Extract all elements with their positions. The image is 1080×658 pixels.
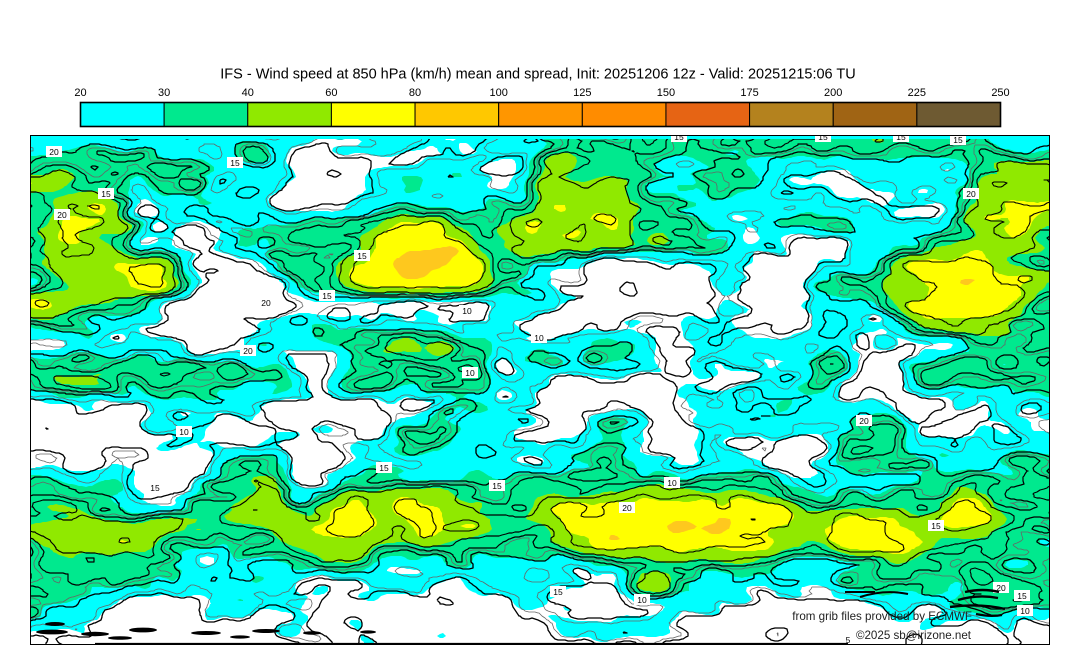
svg-text:20: 20 [49,147,59,157]
svg-text:10: 10 [1020,606,1030,616]
svg-text:40: 40 [242,87,254,99]
svg-text:250: 250 [991,87,1009,99]
svg-text:15: 15 [553,587,563,597]
svg-text:10: 10 [465,368,475,378]
svg-text:©2025 sb@irizone.net: ©2025 sb@irizone.net [856,629,972,642]
svg-text:10: 10 [534,333,544,343]
svg-text:15: 15 [1017,591,1027,601]
svg-text:20: 20 [966,189,976,199]
svg-text:20: 20 [243,346,253,356]
svg-text:from grib files provided by EC: from grib files provided by ECMWF [792,610,972,623]
svg-text:20: 20 [622,503,632,513]
svg-text:15: 15 [492,481,502,491]
svg-text:20: 20 [859,416,869,426]
svg-text:225: 225 [908,87,926,99]
svg-text:10: 10 [667,478,677,488]
svg-text:200: 200 [824,87,842,99]
svg-text:15: 15 [379,463,389,473]
svg-text:10: 10 [637,595,647,605]
svg-text:100: 100 [490,87,508,99]
svg-text:15: 15 [357,251,367,261]
svg-text:20: 20 [57,210,67,220]
svg-text:15: 15 [953,135,963,145]
svg-text:15: 15 [101,189,111,199]
svg-text:IFS - Wind speed at 850 hPa (k: IFS - Wind speed at 850 hPa (km/h) mean … [220,67,855,83]
svg-text:20: 20 [74,87,86,99]
svg-text:30: 30 [158,87,170,99]
svg-text:15: 15 [322,291,332,301]
svg-text:125: 125 [573,87,591,99]
svg-text:15: 15 [674,132,684,142]
svg-text:5: 5 [846,635,851,645]
svg-text:15: 15 [896,132,906,142]
svg-text:15: 15 [931,521,941,531]
svg-text:10: 10 [462,306,472,316]
svg-text:10: 10 [179,427,189,437]
svg-text:15: 15 [230,158,240,168]
svg-text:150: 150 [657,87,675,99]
svg-text:80: 80 [409,87,421,99]
svg-text:20: 20 [996,583,1006,593]
svg-text:60: 60 [325,87,337,99]
svg-text:15: 15 [150,483,160,493]
svg-text:175: 175 [740,87,758,99]
svg-text:20: 20 [261,298,271,308]
svg-text:15: 15 [818,132,828,142]
